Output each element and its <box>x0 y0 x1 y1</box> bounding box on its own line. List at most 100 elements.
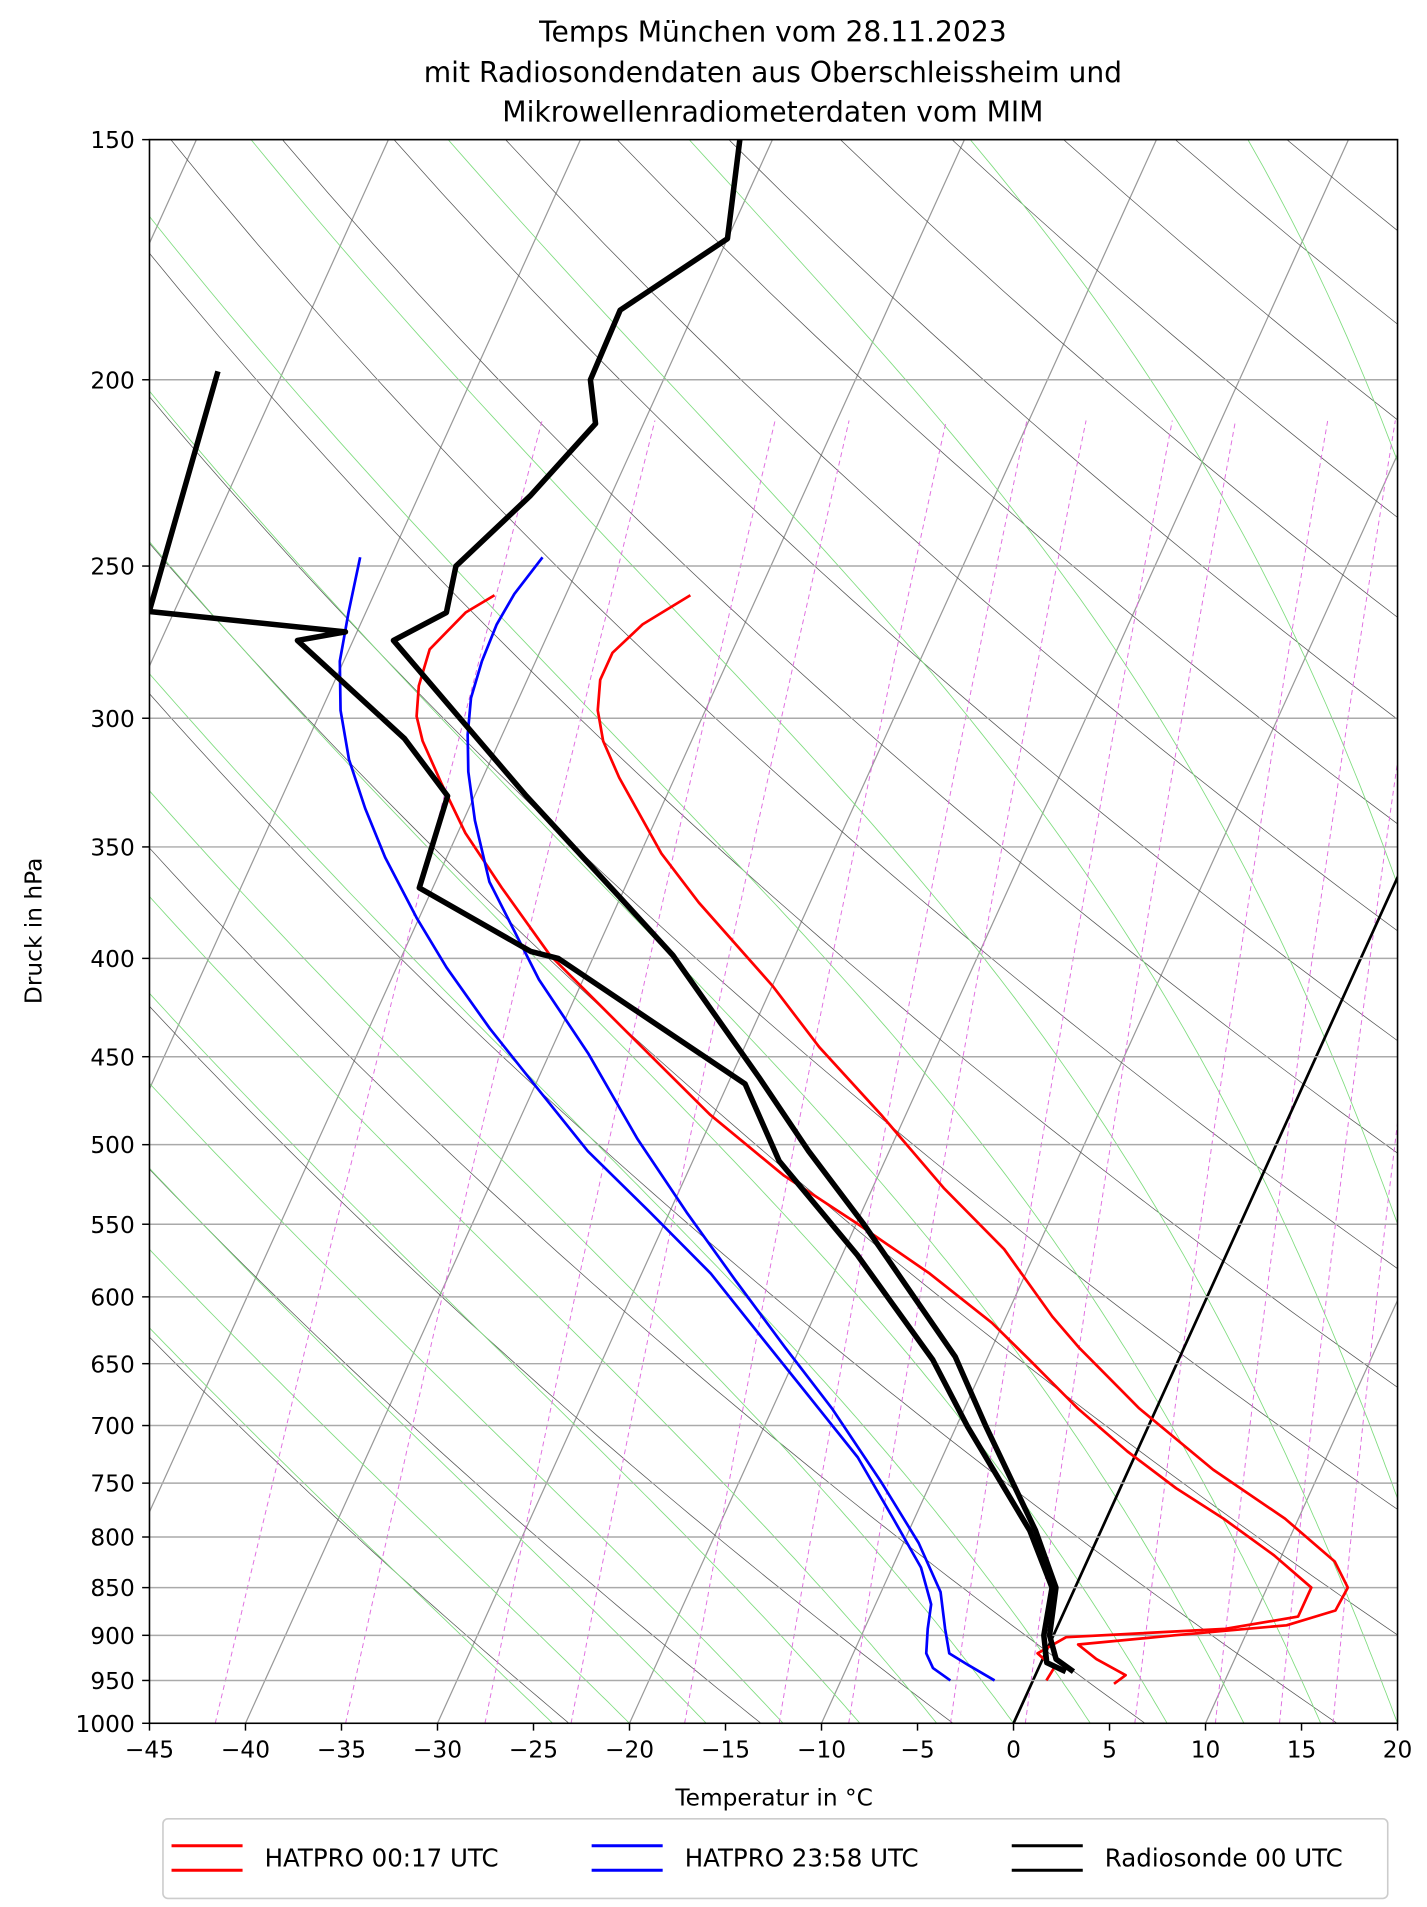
mixing-ratio-line <box>484 420 776 1724</box>
dry-adiabat <box>282 139 1398 1154</box>
y-tick-label: 250 <box>90 554 134 581</box>
plot-frame <box>148 138 1399 1725</box>
dry-adiabat <box>149 847 1146 1724</box>
x-tick-label: 20 <box>1383 1737 1413 1764</box>
dry-adiabat <box>149 693 1338 1724</box>
x-tick-label: −45 <box>125 1737 174 1764</box>
moist-adiabat <box>447 139 1398 1500</box>
y-tick-label: 200 <box>90 367 134 394</box>
moist-adiabat <box>149 390 1245 1724</box>
x-tick-label: 15 <box>1287 1737 1317 1764</box>
y-tick-label: 1000 <box>76 1711 135 1738</box>
isotherm <box>149 139 582 1091</box>
legend-label: HATPRO 00:17 UTC <box>265 1844 499 1873</box>
isotherm <box>1396 1721 1398 1724</box>
mixing-ratio-line <box>778 420 1028 1724</box>
profile-line <box>390 139 1076 1674</box>
x-axis-label: Temperatur in °C <box>674 1784 872 1811</box>
dry-adiabat <box>149 542 1398 1636</box>
x-tick-label: −25 <box>509 1737 558 1764</box>
x-tick-label: −40 <box>221 1737 270 1764</box>
x-tick-label: −10 <box>797 1737 846 1764</box>
moist-adiabat <box>149 215 1322 1724</box>
y-tick-label: 300 <box>90 706 134 733</box>
legend-frame <box>162 1818 1389 1900</box>
isotherm <box>1012 875 1398 1724</box>
y-axis-label: Druck in hPa <box>21 858 48 1004</box>
moist-adiabat <box>149 1248 630 1724</box>
mixing-ratio-line <box>950 420 1173 1724</box>
mixing-ratio-line <box>684 420 947 1724</box>
legend-label: Radiosonde 00 UTC <box>1105 1844 1343 1873</box>
profile-line <box>149 370 1067 1675</box>
x-tick-label: 5 <box>1102 1737 1117 1764</box>
dry-adiabat <box>393 139 1398 1042</box>
mixing-ratio-line <box>214 420 543 1724</box>
legend-label: HATPRO 23:58 UTC <box>685 1844 919 1873</box>
dry-adiabat <box>149 1168 762 1724</box>
moist-adiabat <box>149 790 1014 1724</box>
profile-line <box>338 557 952 1682</box>
dry-adiabat <box>149 1005 954 1724</box>
isotherm <box>244 139 966 1724</box>
y-tick-label: 450 <box>90 1044 134 1071</box>
mixing-ratio-line <box>1024 420 1236 1724</box>
y-tick-label: 400 <box>90 946 134 973</box>
dry-adiabat <box>1175 139 1398 325</box>
dry-adiabat <box>616 139 1398 825</box>
profile-line <box>415 594 1313 1682</box>
y-tick-label: 500 <box>90 1132 134 1159</box>
y-tick-label: 700 <box>90 1413 134 1440</box>
mixing-ratio-line <box>1278 758 1398 1724</box>
y-tick-label: 150 <box>90 127 134 154</box>
y-tick-label: 850 <box>90 1575 134 1602</box>
y-tick-label: 900 <box>90 1623 134 1650</box>
x-tick-label: −5 <box>900 1737 934 1764</box>
x-tick-label: 0 <box>1006 1737 1021 1764</box>
moist-adiabat <box>688 139 1398 1226</box>
chart-title: mit Radiosondendaten aus Oberschleisshei… <box>424 56 1122 89</box>
profile-line <box>466 556 996 1682</box>
dry-adiabat <box>951 139 1398 518</box>
moist-adiabat <box>149 992 861 1724</box>
mixing-ratio-line <box>1134 420 1329 1724</box>
moist-adiabat <box>250 139 1398 1724</box>
y-tick-label: 750 <box>90 1471 134 1498</box>
mixing-ratio-line <box>1214 420 1396 1724</box>
moist-adiabat <box>149 673 1091 1724</box>
moist-adiabat <box>969 139 1398 886</box>
moist-adiabat <box>149 1167 707 1724</box>
x-tick-label: −20 <box>605 1737 654 1764</box>
y-tick-label: 600 <box>90 1284 134 1311</box>
mixing-ratio-line <box>1419 420 1427 1723</box>
y-tick-label: 800 <box>90 1525 134 1552</box>
isotherm <box>436 139 1158 1724</box>
y-tick-label: 650 <box>90 1351 134 1378</box>
isotherm <box>149 139 389 668</box>
background-lines <box>0 139 1427 1724</box>
isotherm <box>1204 1298 1398 1724</box>
dry-adiabat <box>170 139 1398 1270</box>
zero-isotherm <box>1012 874 1398 1724</box>
dry-adiabat <box>149 1336 570 1724</box>
chart-title: Mikrowellenradiometerdaten vom MIM <box>502 95 1043 128</box>
dry-adiabat <box>149 396 1398 1510</box>
moist-adiabat <box>1247 139 1398 463</box>
moist-adiabat <box>149 895 938 1724</box>
y-tick-label: 350 <box>90 834 134 861</box>
dry-adiabat <box>1398 140 1427 1724</box>
chart-title: Temps München vom 28.11.2023 <box>538 16 1007 49</box>
profile-line <box>596 594 1350 1685</box>
y-tick-label: 950 <box>90 1668 134 1695</box>
x-tick-label: −15 <box>701 1737 750 1764</box>
isotherm <box>628 139 1350 1724</box>
isotherm <box>820 453 1398 1724</box>
x-tick-label: −30 <box>413 1737 462 1764</box>
dry-adiabat <box>840 139 1398 618</box>
isotherm <box>0 140 4 1724</box>
dry-adiabat <box>728 139 1398 720</box>
mixing-ratio-line <box>570 420 850 1724</box>
dry-adiabat <box>505 139 1398 932</box>
